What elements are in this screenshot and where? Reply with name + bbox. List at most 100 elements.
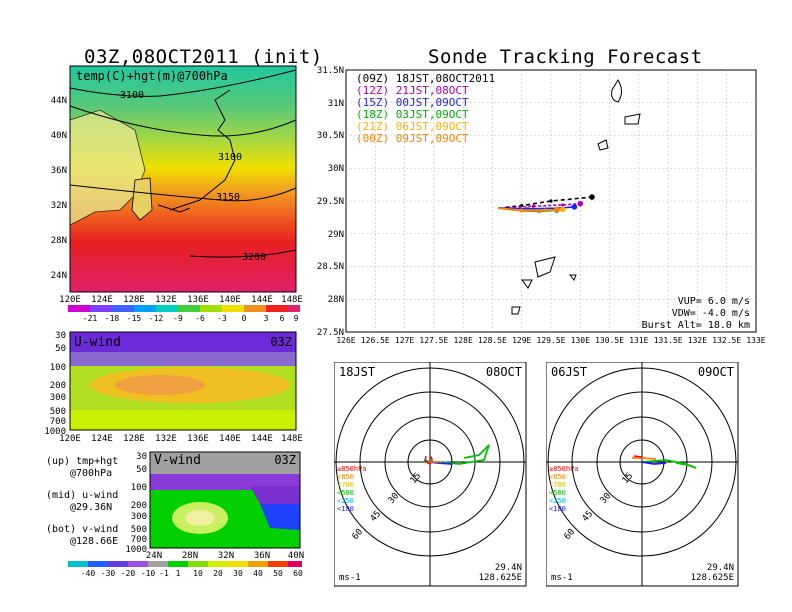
legend-entry: (15Z) 00JST,09OCT — [356, 96, 469, 109]
hodo-lon: 128.625E — [691, 573, 734, 583]
contour-label: 3150 — [216, 192, 240, 203]
lon-tick: 124E — [91, 434, 113, 444]
p-tick: 500 — [50, 407, 66, 417]
track-point — [520, 209, 524, 213]
lon-tick: 136E — [187, 434, 209, 444]
level-label: <100 — [549, 505, 566, 513]
p-tick: 700 — [131, 535, 147, 545]
lat-tick: 29N — [328, 230, 344, 240]
hodograph-left: 18JST 08OCT 15 30 45 60 ≥850hPa <850 <70… — [334, 362, 527, 587]
p-tick: 100 — [50, 363, 66, 373]
colorbar-label: -21 — [83, 314, 98, 322]
lon-tick: 120E — [59, 295, 81, 305]
track-line — [498, 207, 557, 212]
track-panel: 31.5N 31N 30.5N 30N 29.5N 29N 28.5N 28N … — [317, 66, 765, 345]
lon-tick: 136E — [187, 295, 209, 305]
lon-tick: 128E — [454, 336, 473, 345]
level-label: <700 — [337, 481, 354, 489]
lon-tick: 144E — [251, 295, 273, 305]
v-wind-colorbar: -40 -30 -20 -10 -1 1 10 20 30 40 50 60 — [68, 561, 303, 578]
track-point — [549, 199, 553, 203]
contour-label: 3100 — [120, 90, 144, 101]
left-title: 03Z,08OCT2011 (init) — [84, 46, 323, 68]
colorbar-label: -12 — [149, 314, 164, 322]
lon-tick: 126E — [336, 336, 355, 345]
hodo-time: 06JST — [551, 365, 587, 379]
colorbar-label: -15 — [127, 314, 142, 322]
legend-entry: (09Z) 18JST,08OCT2011 — [356, 72, 495, 85]
p-tick: 1000 — [125, 545, 147, 555]
lon-tick: 132.5E — [712, 336, 741, 345]
lon-tick: 140E — [219, 295, 241, 305]
level-label: ≥850hPa — [549, 465, 579, 473]
note: (up) tmp+hgt @700hPa — [46, 456, 119, 479]
contour-label: 3200 — [242, 252, 266, 263]
colorbar-label: 40 — [253, 569, 263, 578]
v-wind-label: V-wind — [154, 453, 201, 468]
track-point — [554, 206, 560, 213]
lon-tick: 148E — [281, 434, 303, 444]
colorbar-label: -6 — [195, 314, 205, 322]
temperature-colorbar — [68, 305, 300, 312]
colorbar-label: -40 — [81, 569, 96, 578]
p-tick: 50 — [136, 465, 147, 475]
p-tick: 700 — [50, 417, 66, 427]
track-point — [531, 204, 536, 208]
level-label: <850 — [337, 473, 354, 481]
colorbar-label: 20 — [213, 569, 223, 578]
lat-tick: 44N — [51, 96, 67, 106]
track-line — [498, 196, 593, 210]
track-point — [559, 206, 566, 213]
lat-tick: 28.5N — [317, 262, 344, 272]
temperature-map-panel: 3100 3100 3150 3200 temp(C)+hgt(m)@700hP… — [51, 65, 303, 322]
colorbar-label: 1 — [176, 569, 181, 578]
legend-entry: (21Z) 06JST,09OCT — [356, 120, 469, 133]
level-label: <100 — [337, 505, 354, 513]
colorbar-label: 10 — [193, 569, 203, 578]
map-label: temp(C)+hgt(m)@700hPa — [76, 69, 228, 83]
track-point — [537, 209, 541, 213]
lat-tick: 36N — [51, 166, 67, 176]
hodo-time: 18JST — [339, 365, 375, 379]
colorbar-label: -20 — [121, 569, 136, 578]
note: (mid) u-wind @29.36N — [46, 490, 119, 513]
colorbar-label: -18 — [105, 314, 120, 322]
legend-entry: (18Z) 03JST,09OCT — [356, 108, 469, 121]
p-tick: 30 — [55, 331, 66, 341]
lon-tick: 132E — [155, 295, 177, 305]
note: (bot) v-wind @128.66E — [46, 524, 119, 547]
lat-tick: 28N — [51, 236, 67, 246]
p-tick: 1000 — [44, 427, 66, 437]
colorbar-label: 50 — [273, 569, 283, 578]
units-label: ms-1 — [551, 573, 573, 583]
u-wind-label: U-wind — [74, 335, 121, 350]
track-point — [561, 203, 565, 207]
colorbar-label: 60 — [293, 569, 303, 578]
colorbar-label: -30 — [101, 569, 116, 578]
lon-tick: 127.5E — [419, 336, 448, 345]
lon-tick: 132E — [155, 434, 177, 444]
lat-tick: 32N — [218, 551, 234, 561]
level-label: <250 — [549, 497, 566, 505]
lon-tick: 144E — [251, 434, 273, 444]
lat-tick: 32N — [51, 201, 67, 211]
vup-text: VUP= 6.0 m/s — [678, 296, 750, 307]
lat-tick: 31N — [328, 99, 344, 109]
lon-tick: 133E — [746, 336, 765, 345]
lon-tick: 129E — [512, 336, 531, 345]
lon-tick: 129.5E — [537, 336, 566, 345]
lon-tick: 132E — [688, 336, 707, 345]
hodo-lat: 29.4N — [495, 563, 522, 573]
p-tick: 200 — [50, 381, 66, 391]
lon-tick: 128.5E — [478, 336, 507, 345]
p-tick: 50 — [55, 344, 66, 354]
p-tick: 100 — [131, 483, 147, 493]
lat-tick: 28N — [182, 551, 198, 561]
lat-tick: 24N — [146, 551, 162, 561]
track-point — [589, 194, 595, 200]
units-label: ms-1 — [339, 573, 361, 583]
lon-tick: 131.5E — [654, 336, 683, 345]
p-tick: 200 — [131, 501, 147, 511]
track-point — [571, 204, 578, 210]
legend-entry: (00Z) 09JST,09OCT — [356, 132, 469, 145]
